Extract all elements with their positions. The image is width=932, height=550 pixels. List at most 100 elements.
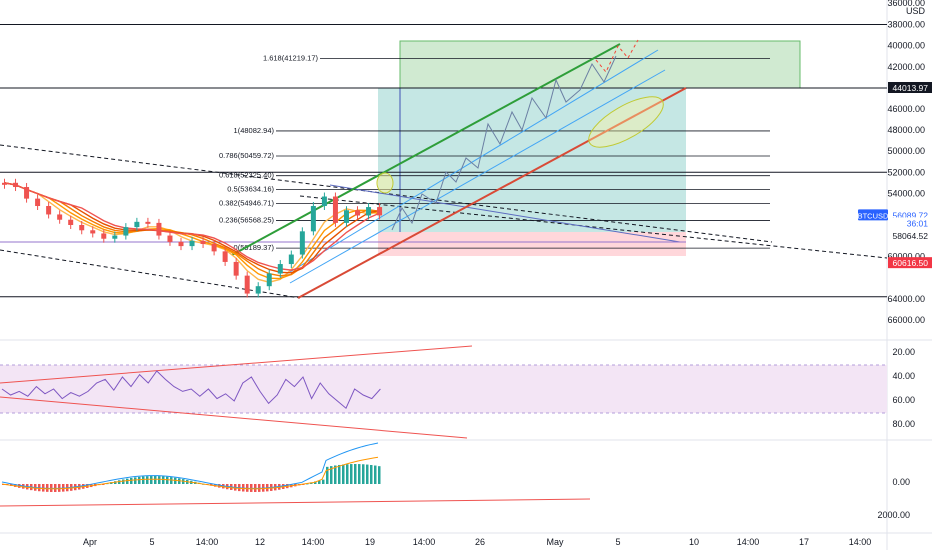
candle-body	[57, 214, 63, 220]
highlight-ellipse-small	[376, 172, 394, 194]
price-tick-4: 48000.00	[887, 125, 925, 135]
candle-body	[145, 221, 151, 224]
macd-bar	[126, 478, 129, 484]
candle-body	[233, 261, 239, 276]
macd-bar	[218, 484, 221, 488]
fib-label-5: 0.382(54946.71)	[219, 198, 275, 207]
fib-levels: 1.618(41219.17) 1(48082.94) 0.786(50459.72…	[219, 54, 770, 252]
rsi-band	[0, 365, 887, 413]
projected-path	[391, 55, 617, 231]
time-tick-7: 26	[475, 537, 485, 547]
candle-body	[79, 225, 85, 231]
svg-text:BTCUSD: BTCUSD	[858, 211, 889, 220]
candle-body	[266, 273, 272, 287]
dashed-trendline-upper	[0, 144, 773, 243]
candle-body	[101, 233, 107, 239]
macd-bar	[18, 484, 21, 488]
ma-line-2	[4, 182, 380, 277]
macd-line	[1, 442, 379, 489]
macd-bar	[322, 479, 325, 484]
price-tick-6: 52000.00	[887, 167, 925, 177]
price-tick-0: 38000.00	[887, 20, 925, 30]
macd-bar	[158, 476, 161, 484]
rsi-axis-ticks: 20.00 40.00 60.00 80.00	[892, 347, 915, 429]
macd-bar	[362, 464, 365, 484]
candle-body	[13, 182, 19, 188]
macd-bar	[366, 464, 369, 484]
macd-bar	[166, 476, 169, 484]
time-tick-1: 5	[149, 537, 154, 547]
candle-body	[310, 206, 316, 232]
blue-descending-line	[329, 184, 681, 243]
candle-body	[255, 286, 261, 294]
macd-bar	[102, 484, 105, 485]
price-label-5: 60616.50	[888, 257, 932, 269]
candle-body	[178, 241, 184, 247]
price-tick-8: 60000.00	[887, 252, 925, 262]
time-tick-8: May	[546, 537, 564, 547]
price-label-0: 44013.97	[888, 82, 932, 93]
time-tick-10: 10	[689, 537, 699, 547]
time-tick-0: Apr	[83, 537, 97, 547]
macd-bar	[154, 476, 157, 484]
dashed-trendline-lower	[0, 249, 301, 299]
macd-tick-0: 0.00	[892, 477, 910, 487]
price-axis-ticks: 38000.00 40000.00 42000.00 46000.00 48000.00…	[887, 0, 925, 325]
symbol-tag: BTCUSD	[858, 209, 889, 221]
candle-body	[90, 230, 96, 234]
time-tick-12: 17	[799, 537, 809, 547]
macd-bar	[346, 464, 349, 484]
candle-body	[112, 235, 118, 239]
time-tick-13: 14:00	[849, 537, 872, 547]
rsi-tick-2: 60.00	[892, 395, 915, 405]
candle-body	[244, 275, 250, 294]
fib-label-4: 0.5(53634.16)	[227, 184, 274, 193]
rsi-tick-3: 80.00	[892, 419, 915, 429]
channel-blue-1	[279, 49, 659, 279]
macd-bar	[358, 464, 361, 484]
price-label-3: 36:01	[888, 217, 932, 229]
macd-bar	[338, 464, 341, 484]
price-tick-5: 50000.00	[887, 146, 925, 156]
rsi-trend-lower	[0, 396, 468, 439]
macd-tick-1: 2000.00	[877, 510, 910, 520]
macd-bar	[318, 480, 321, 484]
time-tick-2: 14:00	[196, 537, 219, 547]
svg-text:56089.72: 56089.72	[893, 210, 929, 220]
candle-body	[355, 210, 361, 216]
svg-text:58064.52: 58064.52	[893, 231, 929, 241]
fib-label-0: 1.618(41219.17)	[263, 54, 319, 63]
price-top-tick-1: USD	[906, 6, 926, 16]
candle-body	[277, 264, 283, 274]
dashed-extension	[299, 195, 888, 259]
time-tick-4: 14:00	[302, 537, 325, 547]
fib-label-3: 0.618(52325.40)	[219, 171, 275, 180]
candle-body	[46, 206, 52, 215]
candle-body	[200, 240, 206, 244]
candle-body	[134, 221, 140, 228]
price-top-tick-0: 36000.00	[887, 0, 925, 8]
price-label-4: 58064.52	[888, 230, 932, 242]
ma-line-4	[4, 182, 380, 271]
macd-bar	[162, 476, 165, 484]
candle-body	[35, 198, 41, 207]
macd-bar	[342, 464, 345, 484]
channel-green-upper	[231, 43, 621, 256]
macd-bar	[142, 476, 145, 484]
macd-bar	[138, 476, 141, 484]
rsi-tick-1: 40.00	[892, 371, 915, 381]
candle-body	[24, 187, 30, 199]
horizontal-levels	[0, 24, 887, 298]
candle-body	[167, 235, 173, 242]
price-label-2: 56089.72	[888, 209, 932, 221]
macd-bar	[370, 464, 373, 484]
price-tick-7: 54000.00	[887, 188, 925, 198]
macd-bar	[374, 465, 377, 484]
signal-line	[1, 456, 379, 490]
macd-bar	[146, 476, 149, 484]
fib-label-1: 1(48082.94)	[234, 126, 275, 135]
macd-bar	[170, 477, 173, 484]
rsi-line	[1, 370, 381, 410]
